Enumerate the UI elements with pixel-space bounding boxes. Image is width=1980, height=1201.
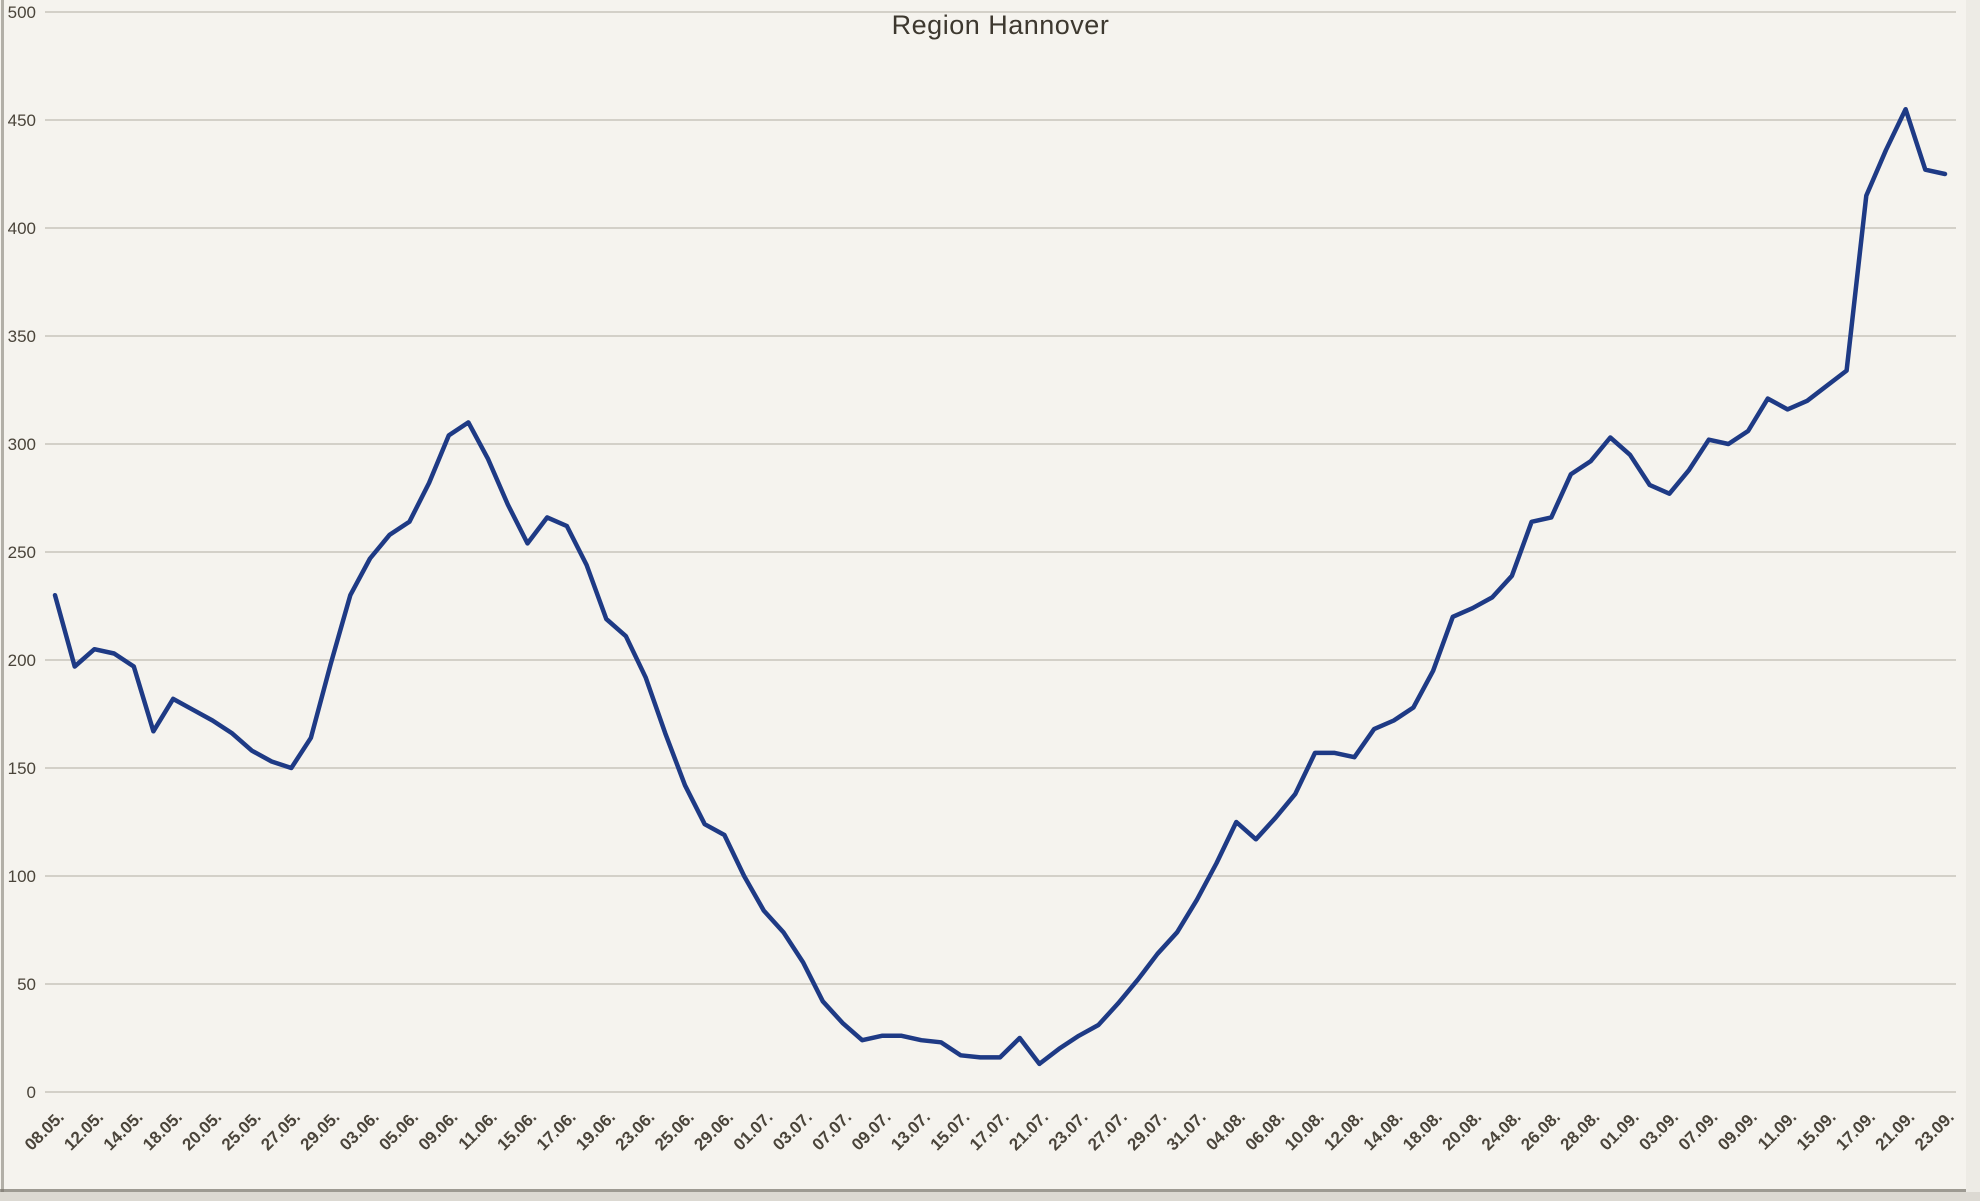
x-axis-label-1507: 15.07. bbox=[927, 1107, 974, 1154]
x-axis-label-0107: 01.07. bbox=[730, 1107, 777, 1154]
x-axis-label-1906: 19.06. bbox=[572, 1107, 619, 1154]
x-axis-label-0709: 07.09. bbox=[1675, 1107, 1722, 1154]
y-axis-label-150: 150 bbox=[8, 759, 36, 778]
data-line-region-hannover bbox=[52, 106, 1948, 1067]
x-axis-label-2905: 29.05. bbox=[297, 1107, 344, 1154]
x-axis-label-0608: 06.08. bbox=[1242, 1107, 1289, 1154]
x-axis-label-0408: 04.08. bbox=[1202, 1107, 1249, 1154]
x-axis-label-2505: 25.05. bbox=[218, 1107, 265, 1154]
x-axis-label-2408: 24.08. bbox=[1478, 1107, 1525, 1154]
y-axis-label-250: 250 bbox=[8, 543, 36, 562]
x-axis-label-2307: 23.07. bbox=[1045, 1107, 1092, 1154]
x-axis-label-2309: 23.09. bbox=[1911, 1107, 1958, 1154]
x-axis-label-0506: 05.06. bbox=[375, 1107, 422, 1154]
x-axis-label-1706: 17.06. bbox=[533, 1107, 580, 1154]
x-axis-label-2306: 23.06. bbox=[612, 1107, 659, 1154]
x-axis-label-1408: 14.08. bbox=[1360, 1107, 1407, 1154]
x-axis-label-1008: 10.08. bbox=[1281, 1107, 1328, 1154]
x-axis-label-1106: 11.06. bbox=[455, 1107, 501, 1153]
y-axis-label-350: 350 bbox=[8, 327, 36, 346]
photo-bottom-strip bbox=[0, 1192, 1980, 1201]
y-axis-label-300: 300 bbox=[8, 435, 36, 454]
y-axis-label-200: 200 bbox=[8, 651, 36, 670]
x-axis-label-0805: 08.05. bbox=[21, 1107, 68, 1154]
x-axis-label-1808: 18.08. bbox=[1399, 1107, 1446, 1154]
x-axis-label-2906: 29.06. bbox=[690, 1107, 737, 1154]
x-axis-label-2008: 20.08. bbox=[1438, 1107, 1485, 1154]
x-axis-label-1405: 14.05. bbox=[100, 1107, 147, 1154]
x-axis-label-2808: 28.08. bbox=[1557, 1107, 1604, 1154]
x-axis-label-1805: 18.05. bbox=[139, 1107, 186, 1154]
x-axis-label-0909: 09.09. bbox=[1714, 1107, 1761, 1154]
x-axis-label-2005: 20.05. bbox=[178, 1107, 225, 1154]
photo-bottom-edge bbox=[0, 1189, 1980, 1192]
chart-title: Region Hannover bbox=[891, 10, 1110, 40]
x-axis-label-0907: 09.07. bbox=[848, 1107, 895, 1154]
photo-right-strip bbox=[1966, 0, 1980, 1192]
x-axis-label-1208: 12.08. bbox=[1320, 1107, 1367, 1154]
x-axis-label-0309: 03.09. bbox=[1635, 1107, 1682, 1154]
x-axis-label-1509: 15.09. bbox=[1793, 1107, 1840, 1154]
x-axis-label-0307: 03.07. bbox=[769, 1107, 816, 1154]
x-axis-label-1709: 17.09. bbox=[1832, 1107, 1879, 1154]
x-axis-label-2608: 26.08. bbox=[1517, 1107, 1564, 1154]
x-axis-label-1707: 17.07. bbox=[966, 1107, 1013, 1154]
x-axis-label-2907: 29.07. bbox=[1123, 1107, 1170, 1154]
x-axis-label-2109: 21.09. bbox=[1872, 1107, 1919, 1154]
y-axis-label-500: 500 bbox=[8, 3, 36, 22]
x-axis-label-0707: 07.07. bbox=[808, 1107, 855, 1154]
x-axis-label-2705: 27.05. bbox=[257, 1107, 304, 1154]
y-axis-label-400: 400 bbox=[8, 219, 36, 238]
y-axis-label-50: 50 bbox=[17, 975, 36, 994]
x-axis-label-0906: 09.06. bbox=[415, 1107, 462, 1154]
y-axis-label-100: 100 bbox=[8, 867, 36, 886]
photo-left-edge bbox=[1, 0, 4, 1192]
x-axis-label-1506: 15.06. bbox=[493, 1107, 540, 1154]
x-axis-label-2506: 25.06. bbox=[651, 1107, 698, 1154]
x-axis-label-1109: 11.09. bbox=[1754, 1107, 1800, 1153]
x-axis-label-2707: 27.07. bbox=[1084, 1107, 1131, 1154]
x-axis-label-0109: 01.09. bbox=[1596, 1107, 1643, 1154]
y-axis-label-0: 0 bbox=[27, 1083, 36, 1102]
x-axis-label-3107: 31.07. bbox=[1163, 1107, 1210, 1154]
x-axis-label-1307: 13.07. bbox=[887, 1107, 934, 1154]
y-axis-label-450: 450 bbox=[8, 111, 36, 130]
x-axis-label-2107: 21.07. bbox=[1005, 1107, 1052, 1154]
x-axis-label-0306: 03.06. bbox=[336, 1107, 383, 1154]
x-axis-label-1205: 12.05. bbox=[60, 1107, 107, 1154]
